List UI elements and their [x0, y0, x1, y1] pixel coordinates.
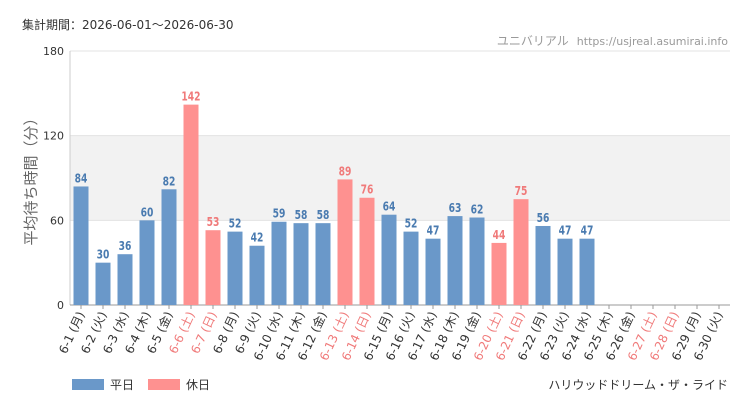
bar [403, 231, 419, 305]
y-tick-label: 120 [43, 130, 64, 143]
bar-value-label: 63 [449, 201, 462, 215]
legend-item-weekday[interactable]: 平日 [72, 376, 134, 393]
bar [425, 238, 441, 305]
bar [271, 221, 287, 305]
bar [95, 262, 111, 305]
credit-site-name: ユニバリアル [496, 34, 569, 48]
bar-value-label: 52 [405, 217, 418, 231]
bar-value-label: 42 [251, 231, 264, 245]
bar-value-label: 47 [581, 224, 594, 238]
bar [381, 214, 397, 305]
bar [447, 216, 463, 305]
bar [205, 230, 221, 305]
y-axis-title: 平均待ち時間（分） [22, 110, 40, 245]
y-tick-label: 0 [57, 299, 64, 312]
legend-item-holiday[interactable]: 休日 [148, 376, 210, 393]
bar-value-label: 89 [339, 165, 352, 179]
bar-value-label: 56 [537, 211, 550, 225]
bar-value-label: 52 [229, 217, 242, 231]
bar-value-label: 36 [119, 239, 132, 253]
bar-value-label: 82 [163, 175, 176, 189]
bar-value-label: 76 [361, 183, 374, 197]
bar-value-label: 59 [273, 207, 286, 221]
bar [315, 223, 331, 305]
bar [535, 225, 551, 305]
bar-value-label: 53 [207, 215, 220, 229]
bar-value-label: 75 [515, 184, 528, 198]
bar [513, 199, 529, 305]
bar-value-label: 62 [471, 203, 484, 217]
bar [557, 238, 573, 305]
bar [491, 242, 507, 305]
legend: 平日 休日 [72, 376, 224, 393]
attraction-name: ハリウッドドリーム・ザ・ライド [548, 378, 728, 392]
bar [227, 231, 243, 305]
bar [337, 179, 353, 305]
bar [359, 197, 375, 305]
bar-value-label: 47 [427, 224, 440, 238]
bar [183, 104, 199, 305]
y-tick-label: 180 [43, 45, 64, 58]
bar-value-label: 84 [75, 172, 88, 186]
legend-swatch-holiday [148, 379, 181, 390]
bar-value-label: 64 [383, 200, 396, 214]
bar [117, 254, 133, 305]
bar-value-label: 44 [493, 228, 506, 242]
bar [579, 238, 595, 305]
legend-label-weekday: 平日 [110, 378, 135, 392]
bar-value-label: 30 [97, 248, 110, 262]
shaded-band [70, 135, 730, 221]
y-tick-label: 60 [50, 214, 64, 227]
bar-value-label: 58 [317, 208, 330, 222]
bar [73, 186, 89, 305]
bar [249, 245, 265, 305]
site-credit[interactable]: ユニバリアル https://usjreal.asumirai.info [497, 32, 728, 49]
credit-url: https://usjreal.asumirai.info [576, 35, 728, 48]
bar-value-label: 60 [141, 206, 154, 220]
legend-swatch-weekday [72, 379, 104, 390]
bar [469, 217, 485, 305]
bar [293, 223, 309, 305]
period-label: 集計期間：2026-06-01～2026-06-30 [22, 18, 234, 32]
bar-value-label: 47 [559, 224, 572, 238]
bar-value-label: 58 [295, 208, 308, 222]
bar-value-label: 142 [181, 90, 200, 104]
legend-label-holiday: 休日 [186, 378, 211, 392]
bar [139, 220, 155, 305]
bar [161, 189, 177, 305]
